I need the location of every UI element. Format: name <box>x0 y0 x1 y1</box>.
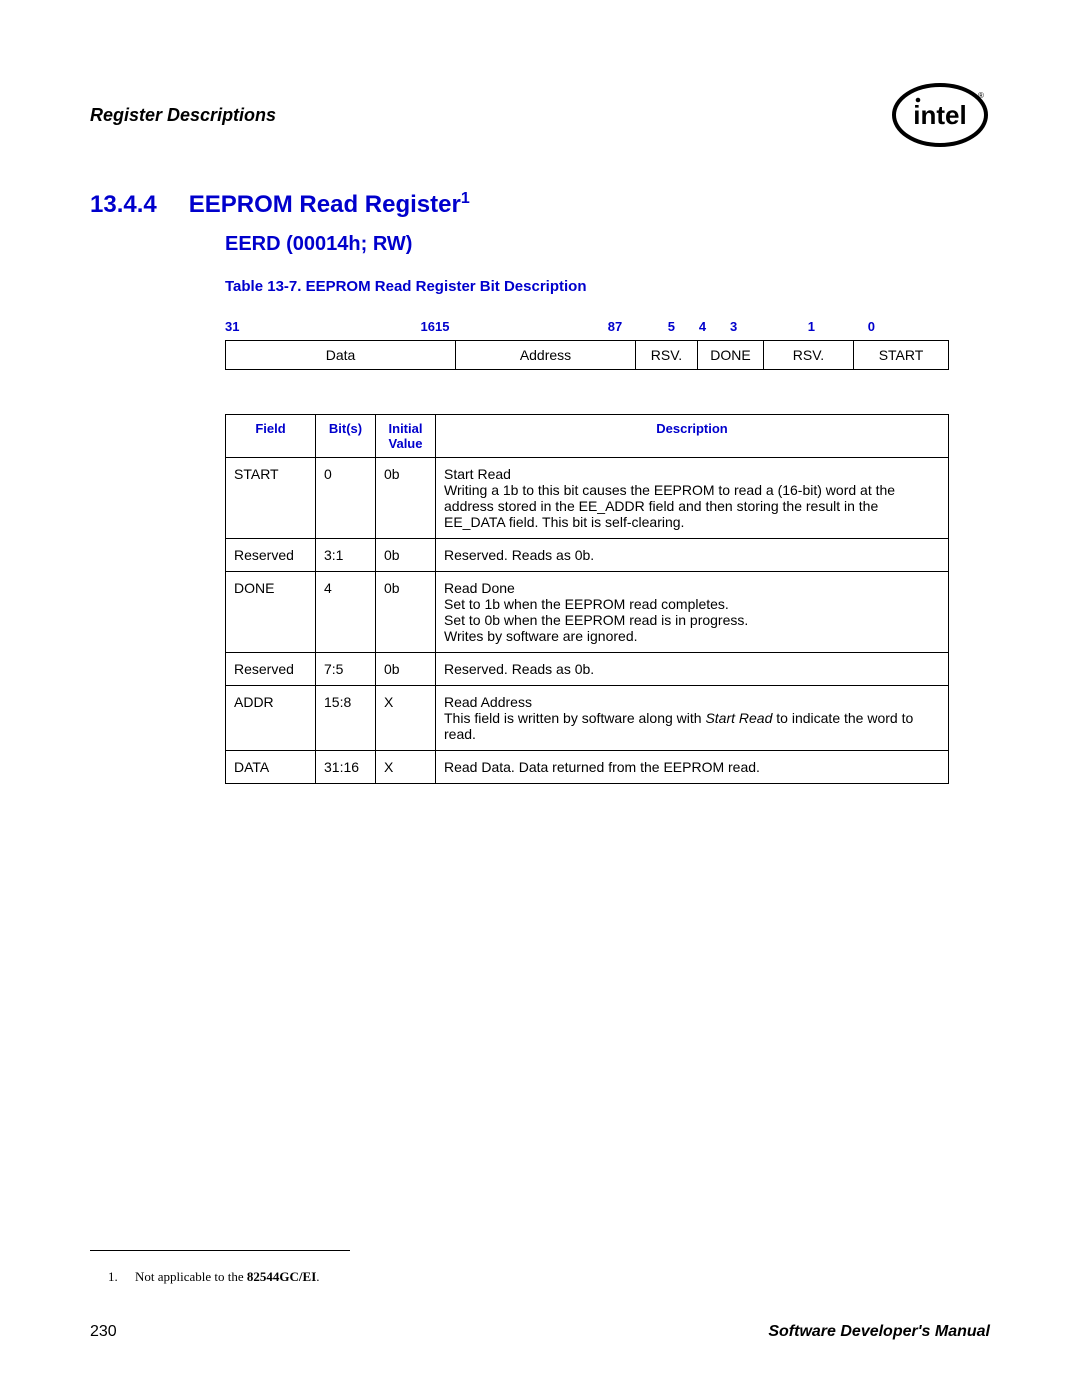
cell-description: Read DoneSet to 1b when the EEPROM read … <box>436 572 949 653</box>
cell-description: Start ReadWriting a 1b to this bit cause… <box>436 458 949 539</box>
section-heading: 13.4.4 EEPROM Read Register1 <box>90 190 990 219</box>
table-header-row: Field Bit(s) InitialValue Description <box>226 415 949 458</box>
cell-bits: 15:8 <box>316 686 376 751</box>
bit-number: 0 <box>815 319 875 334</box>
cell-field: ADDR <box>226 686 316 751</box>
cell-initial: 0b <box>376 653 436 686</box>
table-caption: Table 13-7. EEPROM Read Register Bit Des… <box>225 278 990 295</box>
col-header-initial: InitialValue <box>376 415 436 458</box>
bit-field-row: DataAddressRSV.DONERSV.START <box>225 340 949 370</box>
col-header-description: Description <box>436 415 949 458</box>
cell-field: DATA <box>226 751 316 784</box>
section-title: EEPROM Read Register1 <box>189 190 470 219</box>
header-title: Register Descriptions <box>90 105 276 126</box>
cell-initial: 0b <box>376 539 436 572</box>
bit-number-row: 3116158754310 <box>225 319 949 334</box>
page-footer: 230 Software Developer's Manual <box>90 1323 990 1341</box>
intel-logo-icon: intel ® <box>890 80 990 150</box>
footnote-text-suffix: . <box>316 1269 319 1284</box>
cell-bits: 3:1 <box>316 539 376 572</box>
cell-description: Reserved. Reads as 0b. <box>436 539 949 572</box>
cell-field: Reserved <box>226 653 316 686</box>
table-row: START00bStart ReadWriting a 1b to this b… <box>226 458 949 539</box>
svg-text:®: ® <box>978 91 984 100</box>
logo-text: intel <box>913 100 966 130</box>
cell-field: DONE <box>226 572 316 653</box>
table-row: DONE40bRead DoneSet to 1b when the EEPRO… <box>226 572 949 653</box>
field-description-table: Field Bit(s) InitialValue Description ST… <box>225 414 949 784</box>
bit-number: 15 <box>435 319 480 334</box>
section-title-main: EEPROM Read Register <box>189 191 461 218</box>
bit-number: 16 <box>255 319 435 334</box>
cell-field: Reserved <box>226 539 316 572</box>
table-row: Reserved3:10bReserved. Reads as 0b. <box>226 539 949 572</box>
bit-number: 1 <box>760 319 815 334</box>
cell-initial: X <box>376 686 436 751</box>
page: Register Descriptions intel ® 13.4.4 EEP… <box>0 0 1080 1397</box>
cell-initial: 0b <box>376 458 436 539</box>
section-number: 13.4.4 <box>90 191 157 219</box>
bit-number: 4 <box>675 319 730 334</box>
cell-bits: 0 <box>316 458 376 539</box>
bit-number: 8 <box>480 319 615 334</box>
footnote-text-bold: 82544GC/EI <box>247 1269 316 1284</box>
table-row: DATA31:16XRead Data. Data returned from … <box>226 751 949 784</box>
manual-title: Software Developer's Manual <box>768 1323 990 1341</box>
bit-cell: Address <box>456 341 636 369</box>
bit-number: 31 <box>225 319 255 334</box>
bit-cell: RSV. <box>764 341 854 369</box>
cell-initial: 0b <box>376 572 436 653</box>
page-number: 230 <box>90 1323 117 1341</box>
bit-cell: START <box>854 341 948 369</box>
register-subheading: EERD (00014h; RW) <box>225 233 990 256</box>
cell-bits: 31:16 <box>316 751 376 784</box>
bit-layout: 3116158754310 DataAddressRSV.DONERSV.STA… <box>225 319 949 370</box>
cell-bits: 4 <box>316 572 376 653</box>
section-title-superscript: 1 <box>461 190 470 207</box>
cell-description: Reserved. Reads as 0b. <box>436 653 949 686</box>
bit-cell: Data <box>226 341 456 369</box>
cell-field: START <box>226 458 316 539</box>
col-header-field: Field <box>226 415 316 458</box>
footnote-rule <box>90 1250 350 1251</box>
cell-description: Read Data. Data returned from the EEPROM… <box>436 751 949 784</box>
col-header-bits: Bit(s) <box>316 415 376 458</box>
bit-number: 7 <box>615 319 640 334</box>
bit-cell: DONE <box>698 341 764 369</box>
cell-description: Read AddressThis field is written by sof… <box>436 686 949 751</box>
bit-cell: RSV. <box>636 341 698 369</box>
bit-number: 5 <box>640 319 675 334</box>
footnote: 1. Not applicable to the 82544GC/EI. <box>108 1269 320 1285</box>
cell-bits: 7:5 <box>316 653 376 686</box>
table-row: Reserved7:50bReserved. Reads as 0b. <box>226 653 949 686</box>
page-header: Register Descriptions intel ® <box>90 80 990 150</box>
footnote-text-prefix: Not applicable to the <box>135 1269 247 1284</box>
bit-number: 3 <box>730 319 760 334</box>
cell-initial: X <box>376 751 436 784</box>
table-row: ADDR15:8XRead AddressThis field is writt… <box>226 686 949 751</box>
footnote-number: 1. <box>108 1269 118 1284</box>
